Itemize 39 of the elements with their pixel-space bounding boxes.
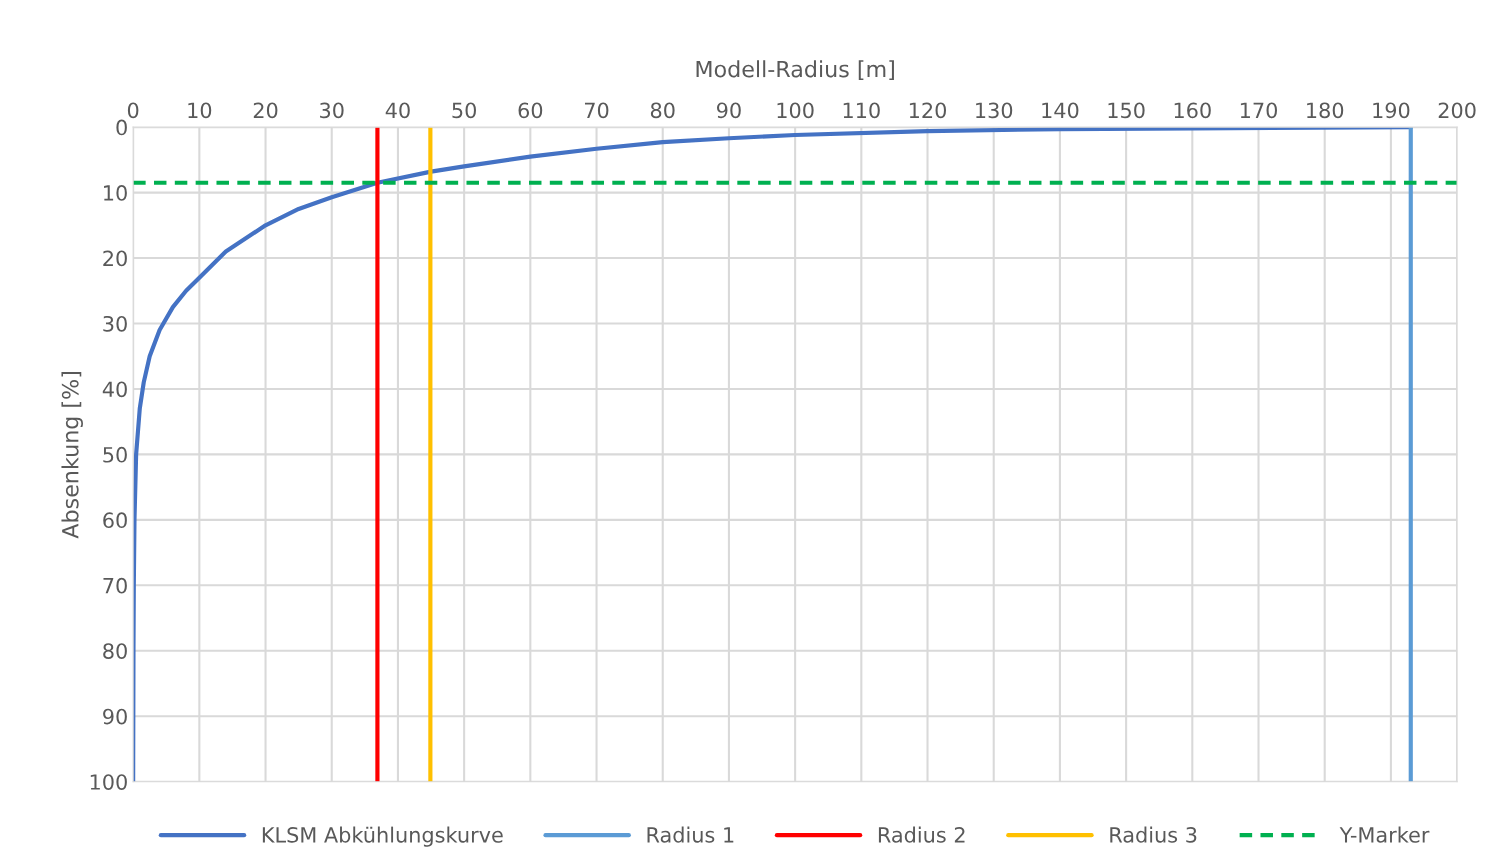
y-tick-label: 90 (103, 708, 127, 725)
x-tick-label: 40 (385, 102, 410, 119)
legend-label: Radius 1 (647, 826, 734, 843)
x-tick-label: 100 (777, 102, 814, 119)
x-tick-label: 190 (1373, 102, 1410, 119)
x-tick-label: 120 (909, 102, 947, 119)
legend-label: Radius 3 (1110, 826, 1197, 843)
y-tick-label: 30 (103, 315, 127, 332)
legend-label: KLSM Abkühlungskurve (262, 826, 503, 847)
x-tick-label: 50 (452, 102, 477, 119)
y-axis-title: Absenkung [%] (61, 372, 83, 539)
x-tick-label: 30 (320, 102, 344, 119)
y-tick-label: 20 (103, 250, 127, 267)
x-tick-label: 140 (1042, 102, 1079, 119)
x-tick-label: 160 (1174, 102, 1211, 119)
x-tick-label: 60 (518, 102, 543, 119)
x-tick-label: 200 (1438, 102, 1476, 119)
y-tick-label: 80 (103, 643, 127, 659)
x-tick-label: 130 (976, 102, 1013, 119)
x-tick-label: 90 (716, 102, 741, 119)
x-tick-label: 170 (1240, 102, 1278, 119)
x-tick-label: 110 (843, 102, 880, 119)
y-tick-label: 60 (103, 512, 127, 529)
x-tick-label: 80 (650, 102, 675, 119)
x-tick-label: 0 (127, 102, 139, 119)
legend-label: Y-Marker (1339, 826, 1430, 843)
y-tick-label: 0 (116, 119, 127, 136)
y-tick-label: 40 (102, 381, 127, 398)
x-tick-label: 10 (188, 102, 212, 119)
x-tick-label: 20 (253, 102, 278, 119)
x-tick-label: 150 (1108, 102, 1145, 119)
y-tick-label: 10 (104, 185, 127, 201)
y-tick-label: 100 (90, 774, 127, 790)
x-axis-title: Modell-Radius [m] (696, 60, 894, 81)
x-tick-label: 180 (1307, 102, 1344, 119)
x-tick-label: 70 (584, 102, 609, 119)
y-tick-label: 50 (103, 446, 127, 463)
legend-label: Radius 2 (878, 826, 965, 843)
y-tick-label: 70 (103, 577, 127, 594)
